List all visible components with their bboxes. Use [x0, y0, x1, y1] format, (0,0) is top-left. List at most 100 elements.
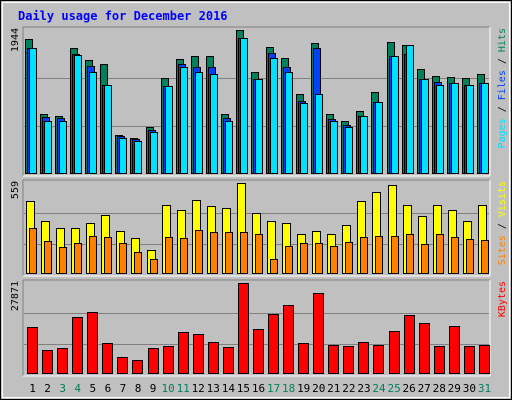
x-tick-label: 8 — [135, 382, 142, 395]
bar-sites — [285, 246, 293, 274]
x-tick-label: 27 — [418, 382, 431, 395]
bar-pages — [466, 85, 474, 174]
bar-sites — [255, 234, 263, 274]
max-label: 27871 — [10, 281, 21, 311]
bar-kbytes — [223, 347, 234, 374]
x-tick-label: 16 — [252, 382, 265, 395]
bar-pages — [406, 45, 414, 174]
bar-pages — [391, 56, 399, 174]
bar-pages — [210, 74, 218, 174]
bar-pages — [180, 67, 188, 174]
bar-kbytes — [464, 346, 475, 374]
bar-pages — [59, 121, 67, 174]
panel-1: 1944 Pages / Files / Hits — [10, 26, 508, 177]
bar-pages — [255, 79, 263, 174]
panel-3: 27871 KBytes — [10, 279, 508, 377]
legend-separator: / — [497, 100, 508, 118]
bar-pages — [104, 85, 112, 174]
legend-separator: / — [497, 217, 508, 235]
bar-sites — [195, 230, 203, 274]
bar-sites — [466, 239, 474, 274]
bar-sites — [44, 241, 52, 274]
bar-sites — [330, 246, 338, 274]
bar-sites — [119, 243, 127, 274]
bar-sites — [406, 234, 414, 274]
chart-title: Daily usage for December 2016 — [18, 9, 228, 23]
x-tick-label: 14 — [222, 382, 236, 395]
bar-kbytes — [163, 346, 174, 374]
bar-kbytes — [117, 357, 128, 374]
x-tick-label: 5 — [89, 382, 96, 395]
bar-kbytes — [313, 293, 324, 374]
x-tick-label: 22 — [342, 382, 355, 395]
x-tick-label: 15 — [237, 382, 250, 395]
x-tick-label: 20 — [312, 382, 325, 395]
x-tick-label: 30 — [463, 382, 476, 395]
bar-sites — [225, 232, 233, 274]
bar-sites — [150, 259, 158, 274]
bar-kbytes — [373, 345, 384, 374]
bar-kbytes — [343, 346, 354, 374]
bar-sites — [240, 232, 248, 274]
bar-sites — [315, 243, 323, 274]
bar-kbytes — [479, 345, 490, 374]
bar-sites — [270, 259, 278, 274]
x-tick-label: 12 — [192, 382, 205, 395]
bar-pages — [300, 103, 308, 174]
max-label: 1944 — [10, 28, 21, 52]
x-tick-label: 17 — [267, 382, 280, 395]
x-tick-label: 1 — [29, 382, 36, 395]
x-tick-label: 31 — [478, 382, 491, 395]
bar-pages — [375, 102, 383, 174]
bar-sites — [104, 237, 112, 274]
x-tick-label: 11 — [177, 382, 190, 395]
bar-pages — [360, 116, 368, 174]
x-tick-label: 28 — [433, 382, 446, 395]
legend-entry-kbytes: KBytes — [497, 281, 508, 317]
bar-kbytes — [148, 348, 159, 374]
max-label: 559 — [10, 181, 21, 199]
bar-pages — [451, 83, 459, 174]
x-tick-label: 13 — [207, 382, 220, 395]
x-tick-label: 18 — [282, 382, 295, 395]
bar-pages — [436, 85, 444, 174]
bar-kbytes — [268, 314, 279, 374]
bar-pages — [270, 58, 278, 174]
legend-entry-hits: Hits — [497, 28, 508, 52]
bar-sites — [165, 237, 173, 274]
legend-separator: / — [497, 52, 508, 70]
bar-kbytes — [238, 283, 249, 374]
bar-sites — [29, 228, 37, 274]
x-tick-label: 10 — [161, 382, 174, 395]
bar-pages — [165, 86, 173, 174]
bar-pages — [119, 138, 127, 174]
bar-pages — [89, 72, 97, 174]
bar-pages — [74, 55, 82, 174]
bar-pages — [240, 38, 248, 174]
x-tick-label: 29 — [448, 382, 461, 395]
bar-kbytes — [404, 315, 415, 374]
x-tick-label: 6 — [105, 382, 112, 395]
bar-sites — [210, 232, 218, 274]
x-axis-labels: 1 2 3 4 5 6 7 8 9 10 11 12 13 14 15 16 17 18 19 20 21 22 23 24 2… — [29, 382, 491, 395]
bar-kbytes — [102, 343, 113, 374]
bar-kbytes — [87, 312, 98, 374]
x-tick-label: 7 — [120, 382, 127, 395]
legend: Pages / Files / Hits — [497, 28, 508, 148]
bar-pages — [330, 121, 338, 174]
bar-kbytes — [72, 317, 83, 374]
bar-sites — [481, 240, 489, 274]
bar-kbytes — [298, 343, 309, 374]
bar-pages — [225, 121, 233, 174]
bar-kbytes — [283, 305, 294, 374]
legend-entry-visits: Visits — [497, 181, 508, 217]
x-tick-label: 23 — [357, 382, 370, 395]
legend: Sites / Visits — [497, 181, 508, 265]
bar-sites — [180, 238, 188, 274]
bar-sites — [345, 242, 353, 274]
bar-sites — [89, 236, 97, 274]
bar-pages — [421, 79, 429, 174]
x-tick-label: 21 — [327, 382, 340, 395]
legend-entry-sites: Sites — [497, 235, 508, 265]
